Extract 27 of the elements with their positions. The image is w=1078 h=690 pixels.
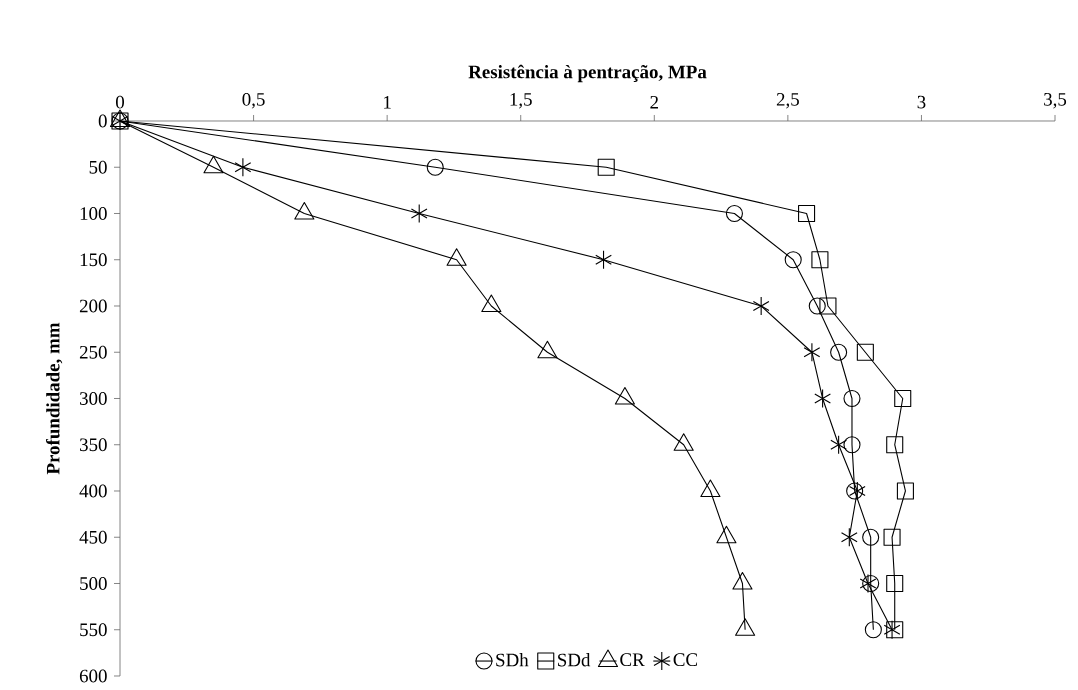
legend-label: CR bbox=[620, 653, 645, 667]
x-tick-label: 1,5 bbox=[510, 93, 532, 109]
y-tick-label: 450 bbox=[79, 530, 107, 544]
x-tick-label: 2 bbox=[650, 95, 658, 109]
y-tick-label: 150 bbox=[80, 253, 107, 267]
y-tick-label: 0 bbox=[98, 114, 107, 128]
y-tick-label: 550 bbox=[80, 623, 107, 637]
y-tick-label: 300 bbox=[80, 392, 107, 405]
y-axis-title: Profundidade, mm bbox=[46, 322, 63, 475]
y-tick-label: 500 bbox=[80, 577, 107, 590]
x-tick-label: 3,5 bbox=[1044, 93, 1067, 109]
x-tick-label: 0 bbox=[116, 95, 125, 109]
y-tick-label: 250 bbox=[79, 345, 107, 359]
y-tick-label: 200 bbox=[79, 299, 107, 313]
legend-label: SDd bbox=[558, 653, 591, 667]
x-tick-label: 2,5 bbox=[776, 93, 799, 109]
x-tick-label: 3 bbox=[917, 95, 926, 109]
legend-label: CC bbox=[673, 653, 698, 667]
y-tick-label: 600 bbox=[79, 669, 107, 683]
legend-label: SDh bbox=[496, 653, 529, 667]
y-tick-label: 100 bbox=[80, 207, 107, 220]
y-tick-label: 50 bbox=[89, 160, 107, 174]
y-tick-label: 400 bbox=[79, 484, 107, 498]
x-axis-title: Resistência à pentração, MPa bbox=[468, 64, 707, 83]
x-tick-label: 1 bbox=[384, 96, 391, 109]
x-tick-label: 0,5 bbox=[242, 92, 265, 109]
y-tick-label: 350 bbox=[80, 438, 107, 452]
